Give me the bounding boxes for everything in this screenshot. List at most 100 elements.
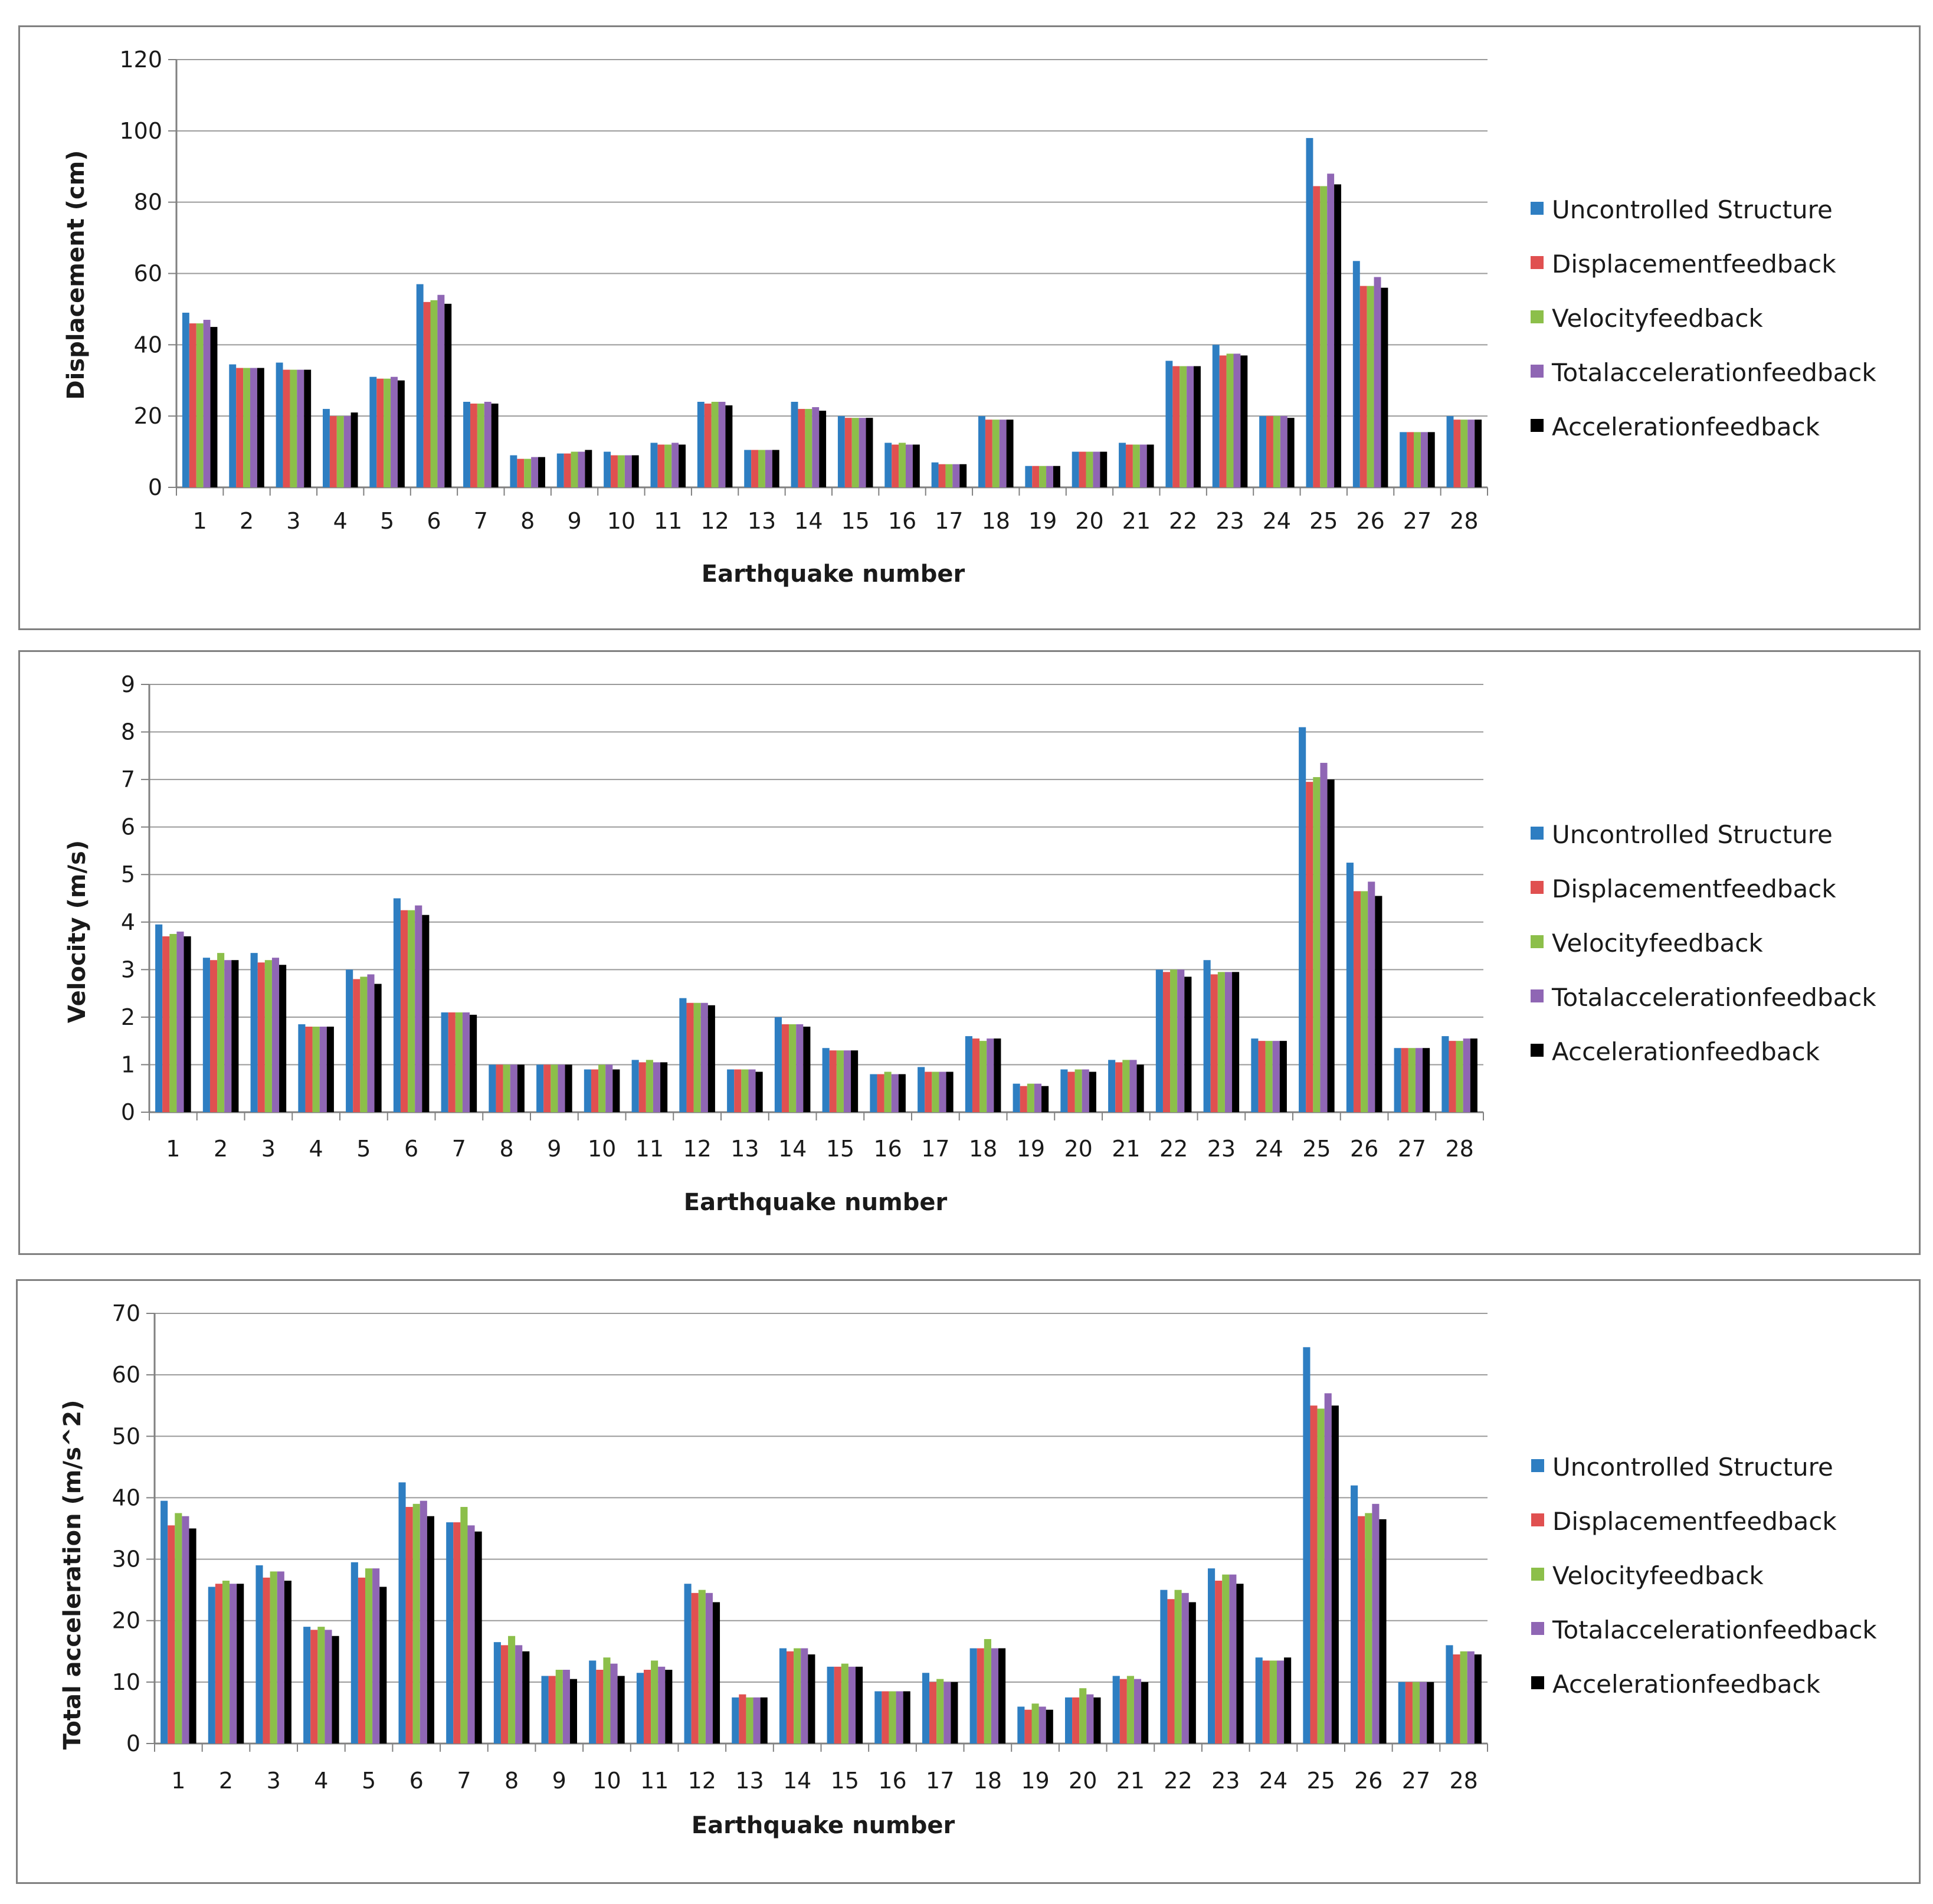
displacement-x-tick-label: 10 [607, 508, 635, 534]
displacement-bar [912, 444, 920, 487]
velocity-bar [231, 960, 239, 1112]
velocity-x-tick-label: 4 [309, 1136, 323, 1162]
velocity-bar [224, 960, 232, 1112]
displacement-bar [210, 327, 218, 487]
velocity-bar [843, 1050, 851, 1112]
velocity-bar [612, 1069, 620, 1112]
legend-label: Uncontrolled Structure [1552, 195, 1833, 224]
velocity-bar [1082, 1069, 1089, 1112]
total-acceleration-x-tick-label: 28 [1449, 1768, 1477, 1794]
displacement-x-tick-label: 24 [1263, 508, 1291, 534]
velocity-bar [660, 1062, 668, 1112]
total-acceleration-bar [1310, 1405, 1318, 1744]
displacement-bar [1475, 420, 1482, 487]
velocity-bar [932, 1071, 939, 1112]
velocity-bar [1155, 969, 1163, 1112]
total-acceleration-bar [1446, 1645, 1453, 1744]
total-acceleration-bar [739, 1694, 746, 1744]
displacement-bar [369, 376, 377, 487]
total-acceleration-bar [1276, 1660, 1285, 1744]
total-acceleration-bar [943, 1682, 951, 1744]
velocity-bar [353, 979, 361, 1112]
displacement-bar [758, 450, 765, 487]
velocity-bar [470, 1014, 477, 1112]
velocity-bar [1067, 1071, 1075, 1112]
total-acceleration-bar [270, 1571, 277, 1744]
displacement-bar [679, 444, 686, 487]
velocity-bar [1034, 1083, 1042, 1112]
displacement-bar [798, 409, 805, 487]
total-acceleration-bar [1351, 1485, 1358, 1744]
velocity-bar [1327, 779, 1335, 1112]
total-acceleration-bar [493, 1642, 501, 1744]
displacement-bar [718, 402, 726, 487]
total-acceleration-bar [548, 1676, 556, 1744]
displacement-bar [510, 455, 517, 487]
total-acceleration-bar [237, 1584, 244, 1744]
total-acceleration-y-tick-label: 30 [112, 1546, 140, 1572]
total-acceleration-bar [303, 1627, 311, 1744]
displacement-bar [571, 451, 578, 487]
displacement-x-tick-label: 18 [982, 508, 1010, 534]
velocity-x-tick-label: 7 [452, 1136, 466, 1162]
total-acceleration-bar [372, 1568, 380, 1744]
displacement-bar [1460, 420, 1468, 487]
velocity-x-tick-label: 3 [261, 1136, 276, 1162]
velocity-bar [1162, 972, 1171, 1112]
displacement-bar [538, 457, 545, 487]
total-acceleration-bar [500, 1645, 509, 1744]
total-acceleration-bar [255, 1565, 263, 1744]
displacement-y-tick-label: 0 [148, 474, 162, 500]
velocity-x-tick-label: 28 [1445, 1136, 1473, 1162]
displacement-bar [1119, 443, 1126, 487]
velocity-bar [1136, 1064, 1144, 1112]
displacement-bar [751, 450, 759, 487]
legend-swatch [1531, 1044, 1544, 1057]
total-acceleration-bar [522, 1651, 530, 1744]
velocity-bar [598, 1064, 606, 1112]
total-acceleration-y-tick-label: 10 [112, 1669, 140, 1695]
total-acceleration-x-tick-label: 25 [1306, 1768, 1335, 1794]
velocity-x-tick-label: 23 [1207, 1136, 1236, 1162]
displacement-x-tick-label: 28 [1450, 508, 1478, 534]
legend-swatch [1531, 256, 1544, 269]
velocity-bar [796, 1024, 804, 1112]
displacement-bar [952, 464, 960, 487]
displacement-y-tick-label: 80 [134, 189, 162, 215]
displacement-x-tick-label: 9 [567, 508, 581, 534]
velocity-bar [755, 1071, 763, 1112]
velocity-y-tick-label: 2 [121, 1004, 135, 1030]
total-acceleration-bar [1181, 1592, 1189, 1744]
legend-swatch [1531, 1568, 1544, 1581]
total-acceleration-bar [998, 1648, 1006, 1744]
velocity-bar [631, 1060, 639, 1112]
velocity-bar [965, 1036, 972, 1112]
velocity-bar [326, 1027, 334, 1112]
displacement-bar [1226, 353, 1234, 487]
total-acceleration-bar [1365, 1513, 1372, 1744]
displacement-bar [671, 443, 679, 487]
displacement-bar [297, 369, 304, 487]
velocity-y-tick-label: 4 [121, 909, 135, 935]
velocity-bar [1258, 1041, 1266, 1112]
displacement-bar [1467, 420, 1475, 487]
displacement-bar [1072, 451, 1079, 487]
total-acceleration-bar [753, 1697, 761, 1744]
velocity-x-tick-label: 19 [1017, 1136, 1045, 1162]
velocity-bar [1251, 1038, 1259, 1112]
velocity-bar [1170, 969, 1178, 1112]
total-acceleration-bar [420, 1500, 427, 1744]
velocity-y-tick-label: 3 [121, 956, 135, 982]
total-acceleration-bar [1284, 1657, 1292, 1744]
displacement-bar [517, 458, 525, 487]
displacement-bar [563, 453, 571, 487]
displacement-bar [397, 380, 405, 487]
total-acceleration-bar [1255, 1657, 1263, 1744]
velocity-bar [1470, 1038, 1477, 1112]
velocity-bar [727, 1069, 735, 1112]
velocity-bar [1361, 891, 1368, 1112]
displacement-bar [1334, 184, 1342, 487]
velocity-bar [851, 1050, 859, 1112]
displacement-bar [283, 369, 290, 487]
